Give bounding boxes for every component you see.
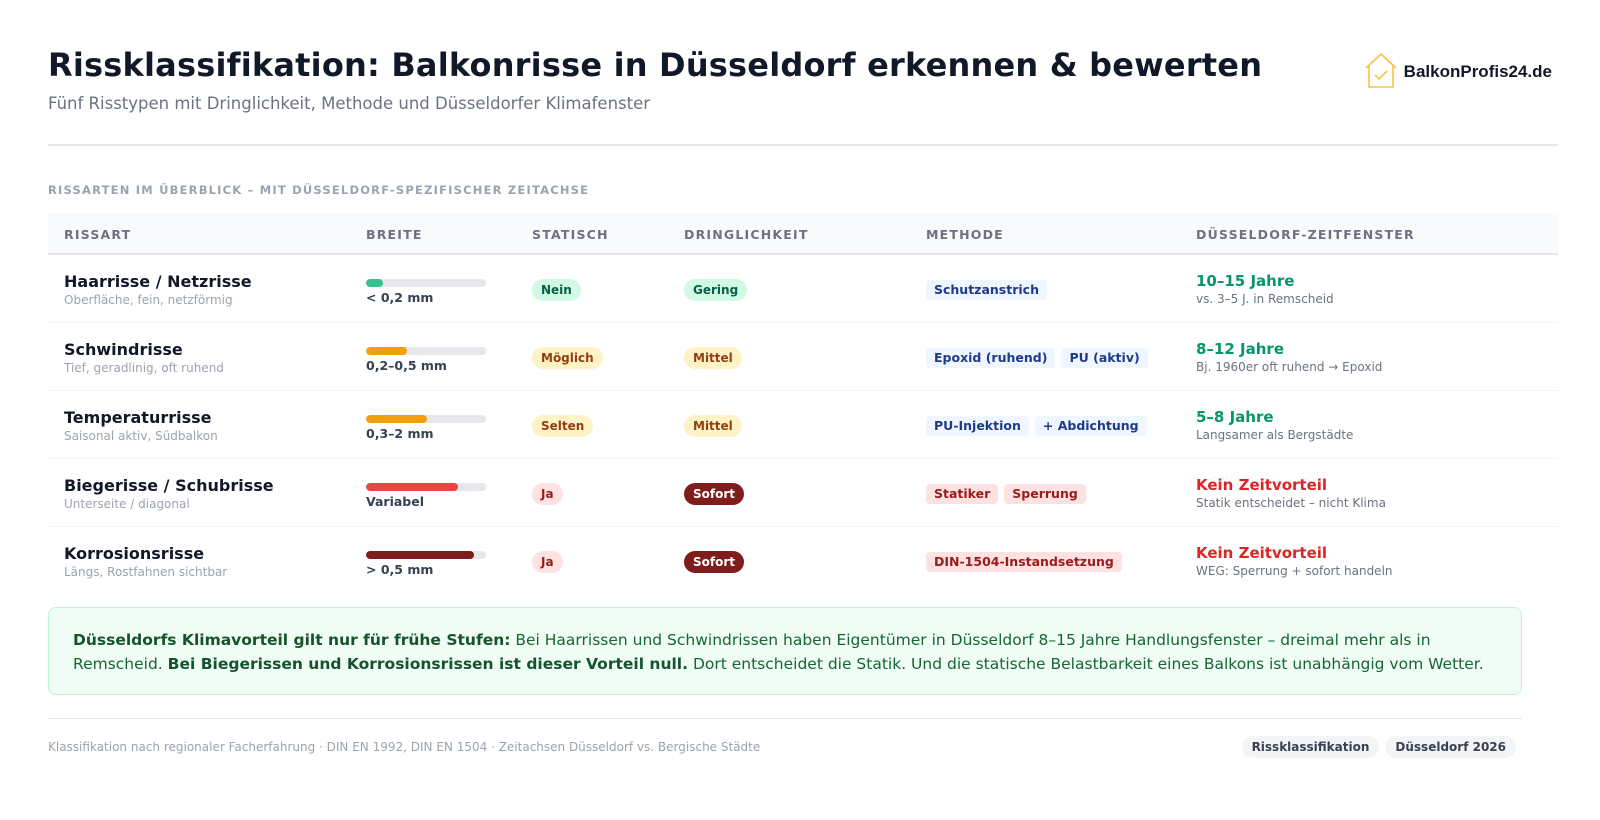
width-indicator: < 0,2 mm (366, 279, 486, 305)
column-header-rissart: RISSART (64, 227, 132, 242)
logo-text: BalkonProfis24.de (1403, 62, 1552, 81)
time-window-note: Langsamer als Bergstädte (1196, 428, 1354, 442)
width-bar-fill (366, 279, 383, 287)
crack-type-name: Schwindrisse (64, 340, 183, 359)
method-tag: Schutzanstrich (926, 280, 1047, 300)
crack-type-description: Oberfläche, fein, netzförmig (64, 293, 233, 307)
callout-bold-1: Düsseldorfs Klimavorteil gilt nur für fr… (73, 631, 511, 649)
page-subtitle: Fünf Risstypen mit Dringlichkeit, Method… (48, 94, 651, 113)
time-window-title: Kein Zeitvorteil (1196, 544, 1328, 562)
time-window-title: Kein Zeitvorteil (1196, 476, 1328, 494)
footer-divider (48, 718, 1522, 719)
width-bar-track (366, 347, 486, 355)
width-bar-track (366, 483, 486, 491)
width-label: < 0,2 mm (366, 290, 434, 305)
crack-type-description: Saisonal aktiv, Südbalkon (64, 429, 218, 443)
header: Rissklassifikation: Balkonrisse in Düsse… (48, 46, 1558, 146)
method-tags: PU-Injektion + Abdichtung (926, 416, 1147, 436)
width-bar-fill (366, 551, 474, 559)
method-tags: Statiker Sperrung (926, 484, 1086, 504)
time-window-title: 10–15 Jahre (1196, 272, 1295, 290)
column-header-statisch: STATISCH (532, 227, 609, 242)
method-tag: PU (aktiv) (1061, 348, 1148, 368)
column-header-methode: METHODE (926, 227, 1004, 242)
width-bar-fill (366, 415, 428, 423)
time-window-note: Statik entscheidet – nicht Klima (1196, 496, 1386, 510)
table-row: Schwindrisse Tief, geradlinig, oft ruhend… (48, 323, 1558, 391)
crack-type-name: Temperaturrisse (64, 408, 212, 427)
crack-type-name: Biegerisse / Schubrisse (64, 476, 274, 495)
page: Rissklassifikation: Balkonrisse in Düsse… (48, 0, 1558, 820)
callout-text-1: Bei Haarrissen und Schwindrissen haben E… (73, 631, 1431, 673)
static-badge: Ja (532, 483, 563, 505)
method-tag: PU-Injektion (926, 416, 1029, 436)
climate-callout: Düsseldorfs Klimavorteil gilt nur für fr… (48, 607, 1522, 695)
crack-type-description: Unterseite / diagonal (64, 497, 190, 511)
crack-type-name: Korrosionsrisse (64, 544, 205, 563)
method-tag: + Abdichtung (1034, 416, 1147, 436)
urgency-badge: Sofort (684, 551, 745, 573)
table-row: Haarrisse / Netzrisse Oberfläche, fein, n… (48, 255, 1558, 323)
crack-table: RISSART BREITE STATISCH DRINGLICHKEIT ME… (48, 213, 1558, 595)
column-header-dringlichkeit: DRINGLICHKEIT (684, 227, 809, 242)
width-label: Variabel (366, 494, 425, 509)
table-row: Biegerisse / Schubrisse Unterseite / diag… (48, 459, 1558, 527)
time-window-note: Bj. 1960er oft ruhend → Epoxid (1196, 360, 1383, 374)
time-window-note: vs. 3–5 J. in Remscheid (1196, 292, 1334, 306)
column-header-zeitfenster: DÜSSELDORF-ZEITFENSTER (1196, 227, 1415, 242)
callout-bold-2: Bei Biegerissen und Korrosionsrissen ist… (167, 655, 689, 673)
width-indicator: Variabel (366, 483, 486, 509)
method-tag: DIN-1504-Instandsetzung (926, 552, 1122, 572)
width-bar-track (366, 279, 486, 287)
footer-tag[interactable]: Rissklassifikation (1241, 736, 1380, 758)
section-label: RISSARTEN IM ÜBERBLICK – MIT DÜSSELDORF-… (48, 183, 590, 197)
column-header-breite: BREITE (366, 227, 423, 242)
footer-tag[interactable]: Düsseldorf 2026 (1385, 736, 1516, 758)
width-label: > 0,5 mm (366, 562, 434, 577)
page-title: Rissklassifikation: Balkonrisse in Düsse… (48, 46, 1263, 84)
width-indicator: > 0,5 mm (366, 551, 486, 577)
width-label: 0,3–2 mm (366, 426, 434, 441)
width-bar-track (366, 551, 486, 559)
table-row: Temperaturrisse Saisonal aktiv, Südbalkon… (48, 391, 1558, 459)
static-badge: Möglich (532, 347, 603, 369)
table-header: RISSART BREITE STATISCH DRINGLICHKEIT ME… (48, 213, 1558, 255)
callout-text-2: Dort entscheidet die Statik. Und die sta… (688, 655, 1484, 673)
footer-tags: Rissklassifikation Düsseldorf 2026 (1241, 736, 1516, 758)
static-badge: Ja (532, 551, 563, 573)
method-tag: Statiker (926, 484, 999, 504)
urgency-badge: Mittel (684, 347, 742, 369)
crack-type-description: Tief, geradlinig, oft ruhend (64, 361, 224, 375)
static-badge: Nein (532, 279, 581, 301)
width-indicator: 0,2–0,5 mm (366, 347, 486, 373)
table-body: Haarrisse / Netzrisse Oberfläche, fein, n… (48, 255, 1558, 595)
footer-note: Klassifikation nach regionaler Facherfah… (48, 740, 761, 754)
crack-type-name: Haarrisse / Netzrisse (64, 272, 252, 291)
width-label: 0,2–0,5 mm (366, 358, 447, 373)
time-window-title: 8–12 Jahre (1196, 340, 1284, 358)
table-row: Korrosionsrisse Längs, Rostfahnen sichtba… (48, 527, 1558, 595)
width-bar-fill (366, 483, 459, 491)
method-tags: Epoxid (ruhend) PU (aktiv) (926, 348, 1148, 368)
time-window-note: WEG: Sperrung + sofort handeln (1196, 564, 1393, 578)
urgency-badge: Gering (684, 279, 748, 301)
method-tags: Schutzanstrich (926, 280, 1047, 300)
method-tag: Sperrung (1004, 484, 1086, 504)
method-tags: DIN-1504-Instandsetzung (926, 552, 1122, 572)
urgency-badge: Mittel (684, 415, 742, 437)
crack-type-description: Längs, Rostfahnen sichtbar (64, 565, 228, 579)
width-bar-fill (366, 347, 407, 355)
urgency-badge: Sofort (684, 483, 745, 505)
brand-logo[interactable]: BalkonProfis24.de (1362, 50, 1552, 94)
method-tag: Epoxid (ruhend) (926, 348, 1056, 368)
house-check-icon (1362, 50, 1400, 94)
header-divider (48, 144, 1558, 146)
width-bar-track (366, 415, 486, 423)
time-window-title: 5–8 Jahre (1196, 408, 1274, 426)
width-indicator: 0,3–2 mm (366, 415, 486, 441)
static-badge: Selten (532, 415, 594, 437)
